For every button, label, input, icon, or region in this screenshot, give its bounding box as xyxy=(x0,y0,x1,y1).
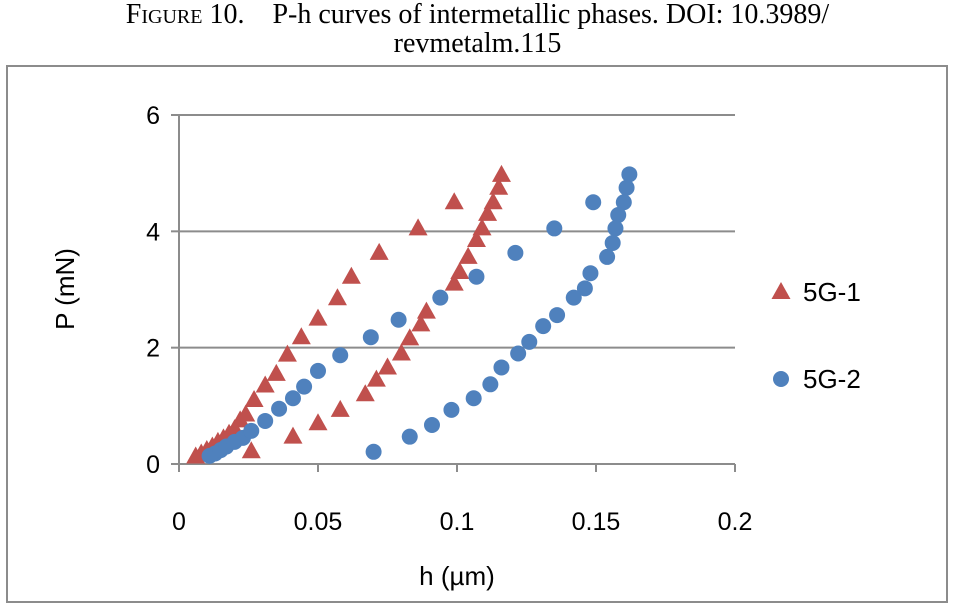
data-point-triangle xyxy=(378,357,397,375)
data-point-triangle xyxy=(341,266,361,284)
x-tick-label: 0.2 xyxy=(718,508,753,536)
data-point-circle xyxy=(576,280,593,297)
data-point-circle xyxy=(362,329,379,346)
data-point-circle xyxy=(271,400,288,417)
data-point-circle xyxy=(607,220,624,237)
data-point-triangle xyxy=(450,262,470,280)
data-point-triangle xyxy=(489,177,509,195)
data-point-circle xyxy=(390,311,407,328)
axes xyxy=(171,114,736,472)
data-point-triangle xyxy=(400,328,420,346)
data-point-triangle xyxy=(408,218,428,236)
series-5G-2 xyxy=(201,166,638,464)
y-tick-label: 4 xyxy=(146,218,160,246)
data-point-triangle xyxy=(472,218,492,236)
series-5G-1 xyxy=(186,164,511,464)
x-axis-title: h (µm) xyxy=(419,561,495,591)
data-point-circle xyxy=(585,194,602,211)
data-point-triangle xyxy=(369,242,389,260)
data-point-triangle xyxy=(416,301,436,319)
data-point-circle xyxy=(521,333,538,350)
data-point-circle xyxy=(296,378,313,395)
data-point-triangle xyxy=(391,343,411,361)
data-point-circle xyxy=(582,265,599,282)
y-axis-title: P (mN) xyxy=(50,248,80,330)
data-point-circle xyxy=(610,207,627,224)
data-point-triangle xyxy=(277,344,297,362)
legend-label: 5G-2 xyxy=(803,364,861,394)
data-point-triangle xyxy=(444,192,464,210)
data-point-circle xyxy=(401,428,418,445)
figure-caption: Figure 10. P-h curves of intermetallic p… xyxy=(0,0,955,58)
legend: 5G-1 5G-2 xyxy=(771,277,861,394)
data-point-triangle xyxy=(491,164,511,182)
data-point-triangle xyxy=(236,404,256,422)
data-point-triangle xyxy=(466,230,486,248)
gridlines xyxy=(179,114,735,349)
data-point-triangle xyxy=(330,399,350,417)
data-point-triangle xyxy=(478,203,498,221)
data-point-circle xyxy=(243,422,260,439)
data-point-triangle xyxy=(241,441,261,459)
data-point-circle xyxy=(443,401,460,418)
data-point-circle xyxy=(507,244,524,261)
data-point-circle xyxy=(549,307,566,324)
data-point-triangle xyxy=(458,246,478,264)
chart-frame xyxy=(6,65,948,603)
data-point-triangle xyxy=(255,375,275,393)
data-point-circle xyxy=(365,443,382,460)
data-point-triangle xyxy=(308,413,328,431)
data-point-circle xyxy=(615,194,632,211)
data-point-circle xyxy=(618,179,635,196)
caption-line1: P-h curves of intermetallic phases. DOI:… xyxy=(272,0,830,30)
data-point-triangle xyxy=(483,192,503,210)
data-point-circle xyxy=(565,289,582,306)
y-tick-label: 0 xyxy=(146,451,160,479)
data-point-triangle xyxy=(291,327,311,345)
data-point-triangle xyxy=(411,314,431,332)
data-point-circle xyxy=(493,359,510,376)
y-tick-label: 2 xyxy=(146,335,160,363)
data-point-circle xyxy=(510,345,527,362)
legend-marker-triangle xyxy=(771,282,791,299)
legend-marker-circle xyxy=(773,371,789,387)
data-point-triangle xyxy=(327,288,347,306)
x-tick-label: 0.05 xyxy=(294,508,343,536)
data-point-circle xyxy=(546,220,563,237)
data-point-circle xyxy=(468,268,485,285)
data-point-circle xyxy=(423,417,440,434)
data-point-triangle xyxy=(355,384,375,402)
data-point-triangle xyxy=(266,363,286,381)
data-point-triangle xyxy=(366,369,386,387)
x-tick-label: 0.1 xyxy=(440,508,475,536)
data-point-triangle xyxy=(283,426,303,444)
data-points xyxy=(186,164,638,464)
legend-label: 5G-1 xyxy=(803,277,861,307)
data-point-circle xyxy=(432,289,449,306)
data-point-triangle xyxy=(244,390,264,408)
data-point-triangle xyxy=(444,273,464,291)
data-point-circle xyxy=(599,248,616,265)
data-point-circle xyxy=(482,376,499,393)
tick-labels: 0 2 4 6 0 0.05 0.1 0.15 0.2 xyxy=(146,102,752,536)
caption-line2: revmetalm.115 xyxy=(393,28,562,59)
y-tick-label: 6 xyxy=(146,102,160,130)
data-point-circle xyxy=(310,362,326,379)
x-tick-label: 0.15 xyxy=(572,508,621,536)
data-point-triangle xyxy=(308,308,328,326)
data-point-circle xyxy=(332,347,349,364)
data-point-circle xyxy=(604,234,621,251)
figure-label: Figure 10. xyxy=(125,0,245,30)
data-point-circle xyxy=(465,390,482,407)
data-point-circle xyxy=(535,318,552,335)
x-tick-label: 0 xyxy=(172,508,186,536)
data-point-circle xyxy=(284,390,301,407)
data-point-circle xyxy=(257,412,274,429)
data-point-circle xyxy=(621,166,638,183)
